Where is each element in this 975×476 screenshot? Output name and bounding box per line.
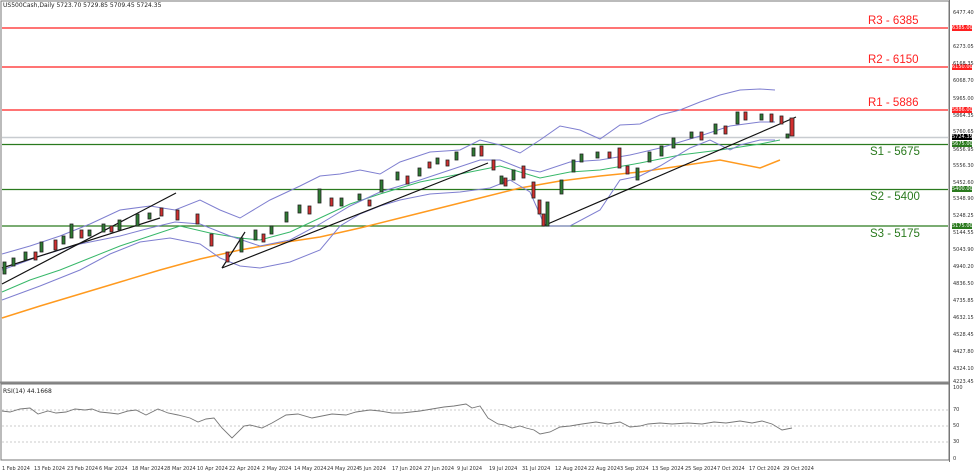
x-tick: 5 Jun 2024 — [359, 466, 386, 472]
x-tick: 17 Jun 2024 — [392, 466, 423, 472]
s3-badge: 5175.00 — [952, 223, 973, 229]
x-tick: 13 Sep 2024 — [652, 466, 684, 472]
x-tick: 12 Aug 2024 — [555, 466, 588, 472]
r2-label: R2 - 6150 — [868, 54, 919, 66]
rsi-tick: 0 — [953, 456, 957, 462]
s2-badge: 5400.00 — [952, 186, 973, 192]
r1-label: R1 - 5886 — [868, 97, 919, 109]
y-tick: 5348.90 — [953, 196, 974, 202]
r2-badge: 6150.00 — [952, 64, 973, 70]
s2-label: S2 - 5400 — [870, 191, 920, 203]
y-tick: 4632.15 — [953, 315, 974, 321]
s1-badge: 5675.00 — [952, 141, 973, 147]
x-tick: 18 Mar 2024 — [132, 466, 164, 472]
x-tick: 19 Jul 2024 — [489, 466, 518, 472]
x-tick: 13 Feb 2024 — [34, 466, 66, 472]
y-tick: 4324.10 — [953, 366, 974, 372]
y-tick: 5248.25 — [953, 213, 974, 219]
y-tick: 4427.80 — [953, 349, 974, 355]
y-tick: 5760.65 — [953, 129, 974, 135]
rsi-tick: 50 — [953, 423, 960, 429]
x-tick: 28 Mar 2024 — [164, 466, 196, 472]
y-tick: 6168.35 — [953, 61, 974, 67]
rsi-tick: 30 — [953, 439, 960, 445]
y-tick: 5556.30 — [953, 163, 974, 169]
y-tick: 5965.00 — [953, 96, 974, 102]
x-tick: 27 Jun 2024 — [424, 466, 455, 472]
y-tick: 4836.50 — [953, 281, 974, 287]
x-tick: 14 May 2024 — [294, 466, 327, 472]
candles — [2, 111, 795, 275]
y-tick: 4223.45 — [953, 379, 974, 385]
rsi-tick: 100 — [953, 385, 963, 391]
x-tick: 9 Jul 2024 — [457, 466, 483, 472]
s1-label: S1 - 5675 — [870, 146, 920, 158]
x-tick: 10 Apr 2024 — [197, 466, 228, 472]
x-tick: 2 May 2024 — [262, 466, 292, 472]
s3-label: S3 - 5175 — [870, 228, 920, 240]
rsi-title: RSI(14) 44.1668 — [3, 388, 52, 395]
r3-label: R3 - 6385 — [868, 15, 919, 27]
x-tick: 1 Feb 2024 — [2, 466, 30, 472]
rsi-tick: 70 — [953, 407, 960, 413]
y-tick: 6273.05 — [953, 44, 974, 50]
y-tick: 4735.85 — [953, 298, 974, 304]
y-tick: 6068.70 — [953, 78, 974, 84]
y-tick: 4940.20 — [953, 264, 974, 270]
symbol-header: US500Cash,Daily 5723.70 5729.85 5709.45 … — [3, 2, 162, 9]
r3-badge: 6385.00 — [952, 25, 973, 31]
r1-badge: 5886.00 — [952, 107, 973, 113]
y-tick: 4528.45 — [953, 332, 974, 338]
x-tick: 6 Mar 2024 — [99, 466, 128, 472]
x-tick: 31 Jul 2024 — [522, 466, 551, 472]
y-tick: 5452.60 — [953, 180, 974, 186]
y-tick: 5043.90 — [953, 247, 974, 253]
y-tick: 5656.95 — [953, 147, 974, 153]
x-tick: 29 Oct 2024 — [783, 466, 814, 472]
x-tick: 17 Oct 2024 — [749, 466, 780, 472]
current-price-badge: 5724.35 — [952, 134, 973, 140]
x-tick: 23 Feb 2024 — [67, 466, 99, 472]
x-tick: 22 Aug 2024 — [588, 466, 621, 472]
x-tick: 24 May 2024 — [327, 466, 360, 472]
y-tick: 6477.40 — [953, 10, 974, 16]
y-tick: 5864.35 — [953, 113, 974, 119]
y-tick: 5144.55 — [953, 230, 974, 236]
x-tick: 3 Sep 2024 — [620, 466, 649, 472]
x-tick: 22 Apr 2024 — [229, 466, 260, 472]
x-tick: 25 Sep 2024 — [685, 466, 717, 472]
x-tick: 7 Oct 2024 — [717, 466, 745, 472]
